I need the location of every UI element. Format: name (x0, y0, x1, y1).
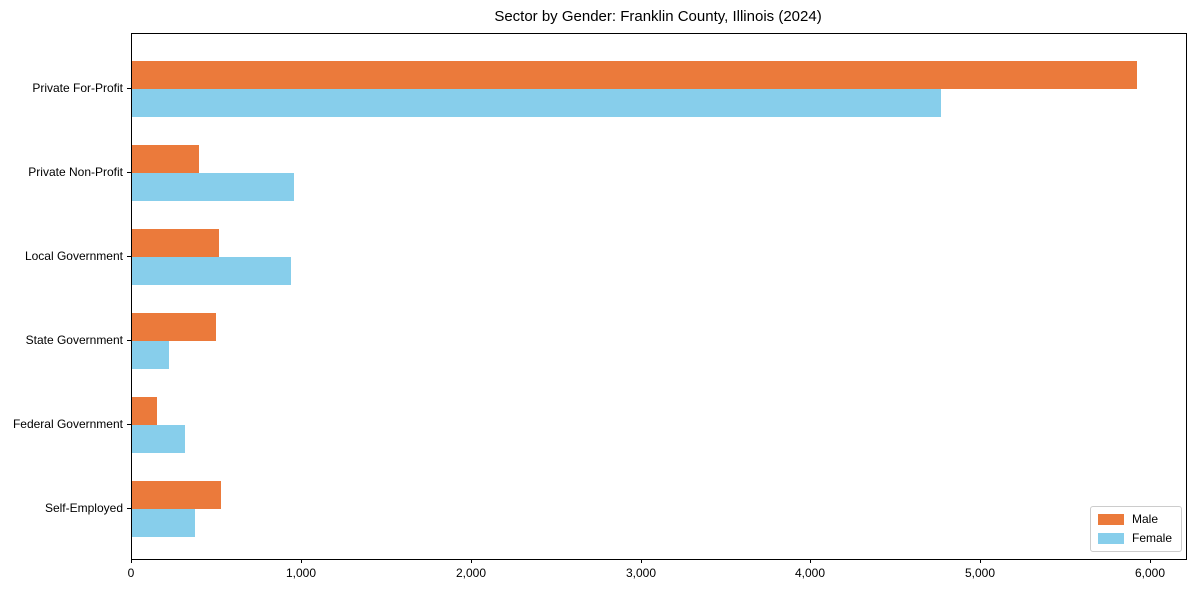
x-tick-mark (980, 559, 981, 563)
legend-item-female: Female (1097, 531, 1172, 545)
x-tick-label-6000: 6,000 (1134, 566, 1166, 580)
legend-swatch-female (1097, 533, 1124, 544)
bar-female-federal-government (132, 425, 185, 453)
legend: Male Female (1089, 506, 1182, 552)
bar-male-private-for-profit (132, 61, 1137, 89)
bar-female-self-employed (132, 509, 195, 537)
x-tick-label-3000: 3,000 (625, 566, 657, 580)
plot-area: Male Female (131, 33, 1187, 560)
legend-item-male: Male (1097, 512, 1172, 526)
y-tick-mark (127, 508, 131, 509)
x-tick-mark (810, 559, 811, 563)
y-tick-label-local-government: Local Government (24, 249, 123, 263)
y-tick-mark (127, 88, 131, 89)
y-tick-mark (127, 172, 131, 173)
x-tick-label-4000: 4,000 (794, 566, 826, 580)
x-tick-label-1000: 1,000 (285, 566, 317, 580)
y-tick-label-private-for-profit: Private For-Profit (32, 81, 123, 95)
legend-label-female: Female (1131, 531, 1172, 545)
x-tick-label-5000: 5,000 (964, 566, 996, 580)
bar-male-private-non-profit (132, 145, 199, 173)
x-tick-mark (641, 559, 642, 563)
x-tick-label-0: 0 (127, 566, 135, 580)
legend-swatch-male (1097, 514, 1124, 525)
x-tick-label-2000: 2,000 (455, 566, 487, 580)
y-tick-mark (127, 340, 131, 341)
bar-female-local-government (132, 257, 291, 285)
y-tick-mark (127, 256, 131, 257)
x-tick-mark (1150, 559, 1151, 563)
bar-female-private-for-profit (132, 89, 941, 117)
x-tick-mark (131, 559, 132, 563)
bar-male-state-government (132, 313, 216, 341)
y-tick-label-state-government: State Government (25, 333, 123, 347)
y-tick-mark (127, 424, 131, 425)
y-tick-label-private-non-profit: Private Non-Profit (28, 165, 123, 179)
chart-title: Sector by Gender: Franklin County, Illin… (494, 8, 822, 25)
x-tick-mark (301, 559, 302, 563)
bar-male-local-government (132, 229, 219, 257)
y-tick-label-federal-government: Federal Government (12, 417, 123, 431)
x-tick-mark (471, 559, 472, 563)
bar-female-state-government (132, 341, 169, 369)
y-tick-label-self-employed: Self-Employed (44, 501, 123, 515)
legend-label-male: Male (1131, 512, 1158, 526)
bar-male-federal-government (132, 397, 157, 425)
bar-male-self-employed (132, 481, 221, 509)
bar-female-private-non-profit (132, 173, 294, 201)
